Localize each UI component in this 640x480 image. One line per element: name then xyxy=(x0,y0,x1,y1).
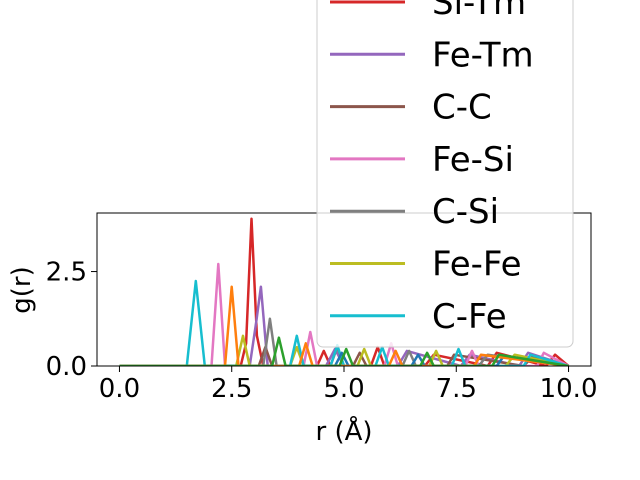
series-line-fe-fe xyxy=(119,334,569,366)
x-tick-label: 2.5 xyxy=(211,374,252,404)
y-axis-label: g(r) xyxy=(7,266,37,313)
series-line-unlabeled-8 xyxy=(119,285,569,366)
legend-label-c-si: C-Si xyxy=(432,192,499,232)
legend-box xyxy=(316,0,574,348)
legend-label-si-tm: Si-Tm xyxy=(432,0,526,23)
series-layer xyxy=(119,217,570,366)
legend-label-fe-si: Fe-Si xyxy=(432,140,514,180)
series-line-c-si xyxy=(119,317,569,366)
legend-label-c-c: C-C xyxy=(432,88,492,128)
legend-label-fe-tm: Fe-Tm xyxy=(432,35,534,75)
x-tick-label: 7.5 xyxy=(436,374,477,404)
x-axis-label: r (Å) xyxy=(315,415,372,447)
x-axis-ticks: 0.0 2.5 5.0 7.5 10.0 xyxy=(99,366,598,404)
y-tick-label: 0.0 xyxy=(46,352,87,382)
legend-label-c-fe: C-Fe xyxy=(432,297,507,337)
x-tick-label: 10.0 xyxy=(540,374,598,404)
series-line-unlabeled-7 xyxy=(119,351,569,366)
legend: Si-Tm Fe-Tm C-C Fe-Si C-Si Fe-Fe C-Fe xyxy=(316,0,574,348)
series-line-unlabeled-9 xyxy=(119,336,569,366)
series-line-fe-si xyxy=(119,262,570,366)
x-tick-label: 0.0 xyxy=(99,374,140,404)
x-tick-label: 5.0 xyxy=(323,374,364,404)
series-line-si-tm xyxy=(119,217,570,366)
legend-label-fe-fe: Fe-Fe xyxy=(432,245,522,285)
y-axis-ticks: 0.0 2.5 xyxy=(46,258,97,382)
y-tick-label: 2.5 xyxy=(46,258,87,288)
